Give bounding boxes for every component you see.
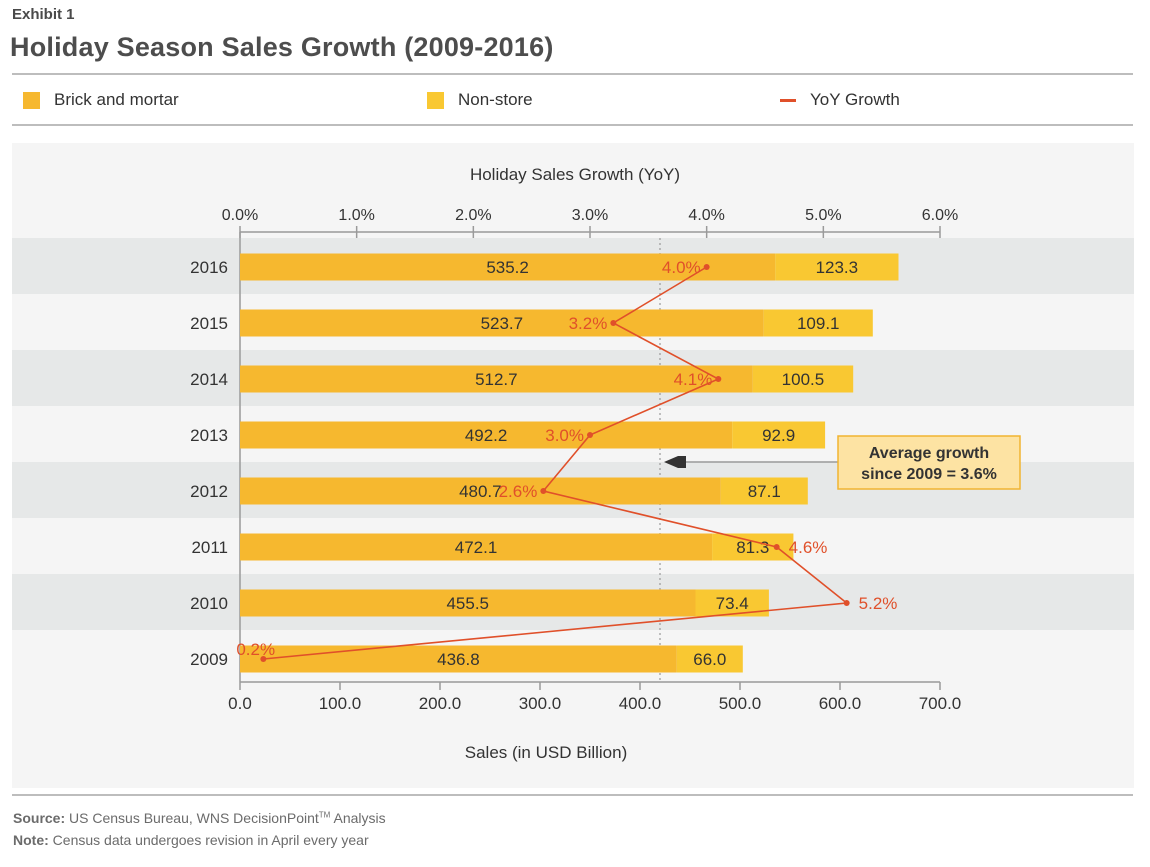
y-tick-label: 2016: [190, 258, 228, 277]
bar-brick-and-mortar: [240, 477, 721, 505]
x2-tick-label: 6.0%: [922, 207, 958, 224]
x-tick-label: 200.0: [419, 694, 462, 713]
growth-point: [610, 320, 617, 326]
x-tick-label: 300.0: [519, 694, 562, 713]
legend-swatch-nonstore: [427, 91, 444, 109]
growth-label: 4.6%: [789, 538, 828, 557]
annotation-text: Average growth: [869, 445, 989, 462]
note-label: Note:: [13, 832, 49, 848]
legend-divider: [12, 124, 1133, 126]
legend-swatch-brick: [23, 91, 40, 109]
bar-brick-and-mortar: [240, 533, 713, 561]
growth-point: [773, 544, 780, 550]
data-label-brick: 512.7: [475, 370, 518, 389]
footer-note: Note: Census data undergoes revision in …: [13, 832, 369, 848]
x2-tick-label: 4.0%: [688, 207, 724, 224]
data-label-non-store: 92.9: [762, 426, 795, 445]
bar-brick-and-mortar: [240, 253, 776, 281]
legend-line-growth: [780, 98, 796, 102]
growth-point: [587, 432, 593, 438]
bar-non-store: [720, 477, 808, 505]
x2-tick-label: 2.0%: [455, 207, 491, 224]
bar-non-store: [775, 253, 899, 281]
x2-axis-title: Holiday Sales Growth (YoY): [470, 165, 680, 184]
bar-non-store: [763, 309, 873, 337]
x-tick-label: 0.0: [228, 694, 252, 713]
growth-point: [540, 488, 547, 494]
growth-point: [260, 656, 267, 662]
growth-label: 5.2%: [859, 594, 898, 613]
y-tick-label: 2014: [190, 370, 228, 389]
legend-item-nonstore: Non-store: [427, 90, 533, 110]
growth-label: 3.2%: [569, 314, 608, 333]
legend-label-growth: YoY Growth: [810, 90, 900, 109]
x2-tick-label: 1.0%: [338, 207, 374, 224]
growth-label: 0.2%: [236, 640, 275, 659]
data-label-non-store: 100.5: [782, 370, 825, 389]
data-label-brick: 480.7: [459, 482, 502, 501]
y-tick-label: 2011: [191, 538, 228, 557]
legend-item-brick: Brick and mortar: [23, 90, 179, 110]
legend-label-brick: Brick and mortar: [54, 90, 179, 109]
x-axis-title: Sales (in USD Billion): [465, 743, 628, 762]
note-text: Census data undergoes revision in April …: [48, 832, 369, 848]
bar-non-store: [712, 533, 794, 561]
growth-label: 2.6%: [499, 482, 538, 501]
x2-tick-label: 3.0%: [572, 207, 608, 224]
bar-brick-and-mortar: [240, 421, 733, 449]
growth-line: [263, 266, 849, 660]
data-label-non-store: 66.0: [693, 650, 726, 669]
y-tick-label: 2012: [190, 482, 228, 501]
source-tm: TM: [318, 810, 331, 820]
x-tick-label: 600.0: [819, 694, 862, 713]
title-divider: [12, 73, 1133, 75]
source-label: Source:: [13, 810, 66, 826]
y-tick-label: 2009: [190, 650, 228, 669]
growth-label: 4.0%: [662, 258, 701, 277]
annotation-box: [837, 435, 1021, 490]
x2-tick-label: 5.0%: [805, 207, 841, 224]
bar-brick-and-mortar: [240, 589, 696, 617]
pointing-hand-icon: [664, 456, 686, 468]
growth-point: [703, 264, 710, 270]
x-tick-label: 100.0: [319, 694, 362, 713]
x-tick-label: 700.0: [919, 694, 962, 713]
data-label-brick: 523.7: [481, 314, 524, 333]
bar-non-store: [752, 365, 854, 393]
page-title: Holiday Season Sales Growth (2009-2016): [10, 32, 554, 62]
legend-item-growth: YoY Growth: [780, 90, 900, 110]
annotation-text: since 2009 = 3.6%: [861, 466, 997, 483]
bar-brick-and-mortar: [240, 365, 753, 393]
bar-brick-and-mortar: [240, 645, 677, 673]
x-tick-label: 500.0: [719, 694, 762, 713]
footer-source: Source: US Census Bureau, WNS DecisionPo…: [13, 810, 386, 826]
data-label-non-store: 87.1: [748, 482, 781, 501]
data-label-non-store: 109.1: [797, 314, 840, 333]
data-label-brick: 436.8: [437, 650, 480, 669]
x2-tick-label: 0.0%: [222, 207, 258, 224]
growth-label: 4.1%: [674, 370, 713, 389]
data-label-brick: 535.2: [486, 258, 529, 277]
legend-label-nonstore: Non-store: [458, 90, 533, 109]
growth-point: [843, 600, 850, 606]
bar-non-store: [676, 645, 743, 673]
bar-brick-and-mortar: [240, 309, 764, 337]
y-tick-label: 2013: [190, 426, 228, 445]
data-label-brick: 455.5: [446, 594, 489, 613]
source-tail: Analysis: [330, 810, 386, 826]
x-tick-label: 400.0: [619, 694, 662, 713]
growth-label: 3.0%: [545, 426, 584, 445]
source-text: US Census Bureau, WNS DecisionPoint: [65, 810, 319, 826]
data-label-brick: 492.2: [465, 426, 508, 445]
data-label-non-store: 73.4: [716, 594, 749, 613]
bar-non-store: [732, 421, 826, 449]
data-label-non-store: 123.3: [816, 258, 859, 277]
footer-divider: [12, 794, 1133, 796]
data-label-brick: 472.1: [455, 538, 498, 557]
y-tick-label: 2015: [190, 314, 228, 333]
y-tick-label: 2010: [190, 594, 228, 613]
exhibit-label: Exhibit 1: [12, 6, 75, 23]
growth-point: [715, 376, 722, 382]
